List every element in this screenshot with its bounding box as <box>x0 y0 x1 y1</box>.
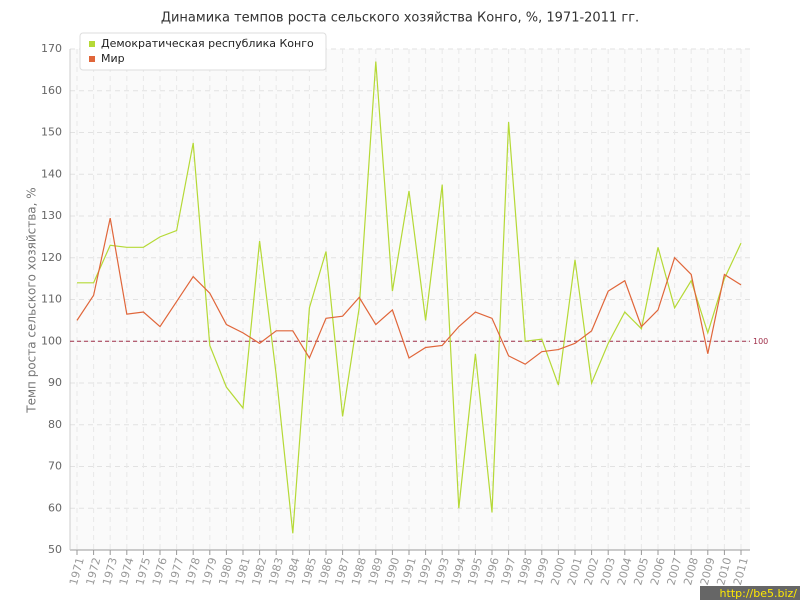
watermark: http://be5.biz/ <box>720 587 798 600</box>
legend: Демократическая республика Конго Мир <box>79 32 327 71</box>
y-tick-label: 70 <box>48 460 62 473</box>
series-line <box>76 217 742 365</box>
y-tick-label: 80 <box>48 418 62 431</box>
series-line <box>77 61 742 534</box>
y-axis-label: Темп роста сельского хозяйства, % <box>25 187 39 413</box>
y-tick-label: 100 <box>41 334 62 347</box>
watermark-bg <box>700 586 800 600</box>
x-tick-label: 2011 <box>731 556 751 586</box>
y-tick-label: 160 <box>41 84 62 97</box>
y-tick-label: 150 <box>41 126 62 139</box>
y-tick-label: 90 <box>48 376 62 389</box>
y-tick-label: 130 <box>41 209 62 222</box>
y-tick-label: 140 <box>41 167 62 180</box>
y-tick-label: 170 <box>41 42 62 55</box>
plot-area <box>70 49 750 550</box>
y-tick-label: 120 <box>41 251 62 264</box>
reference-label: 100 <box>753 337 768 346</box>
chart-title: Динамика темпов роста сельского хозяйств… <box>161 11 639 26</box>
y-tick-label: 60 <box>48 501 62 514</box>
y-tick-label: 110 <box>41 293 62 306</box>
legend-label: Демократическая республика Конго <box>101 37 314 50</box>
legend-box <box>79 32 327 71</box>
y-tick-label: 50 <box>48 543 62 556</box>
legend-label: Мир <box>101 52 125 65</box>
legend-marker <box>89 56 95 62</box>
legend-marker <box>89 41 95 47</box>
